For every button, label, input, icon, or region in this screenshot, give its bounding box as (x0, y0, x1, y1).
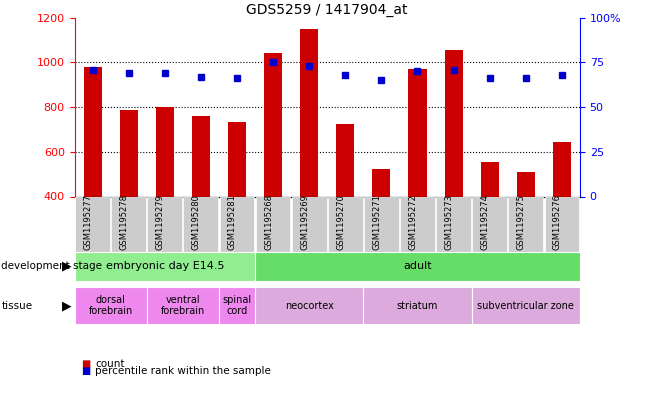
Text: GSM1195274: GSM1195274 (481, 194, 490, 250)
Bar (84, 67, 102, 196)
Text: dorsal
forebrain: dorsal forebrain (89, 295, 133, 316)
Text: ■: ■ (81, 358, 90, 369)
Text: GSM1195276: GSM1195276 (553, 194, 562, 250)
Text: adult: adult (403, 261, 432, 271)
Bar (156, 107, 174, 196)
Title: GDS5259 / 1417904_at: GDS5259 / 1417904_at (246, 3, 408, 17)
Bar (408, 69, 426, 196)
Text: ▶: ▶ (62, 260, 71, 273)
Text: GSM1195278: GSM1195278 (120, 194, 129, 250)
Text: striatum: striatum (397, 301, 438, 310)
Text: GSM1195273: GSM1195273 (445, 194, 454, 250)
Text: GSM1195270: GSM1195270 (336, 194, 345, 250)
Text: embryonic day E14.5: embryonic day E14.5 (106, 261, 224, 271)
Text: neocortex: neocortex (284, 301, 334, 310)
Text: ventral
forebrain: ventral forebrain (161, 295, 205, 316)
Text: GSM1195271: GSM1195271 (373, 194, 382, 250)
Text: ■: ■ (81, 366, 90, 376)
Bar (553, 142, 571, 196)
Text: percentile rank within the sample: percentile rank within the sample (95, 366, 271, 376)
Text: GSM1195279: GSM1195279 (156, 194, 165, 250)
Text: GSM1195275: GSM1195275 (517, 194, 526, 250)
Bar (517, 172, 535, 196)
Text: GSM1195269: GSM1195269 (300, 194, 309, 250)
Bar (445, 50, 463, 196)
Text: GSM1195281: GSM1195281 (228, 194, 237, 250)
Text: GSM1195277: GSM1195277 (84, 194, 93, 250)
Text: subventricular zone: subventricular zone (478, 301, 574, 310)
Text: development stage: development stage (1, 261, 102, 271)
Text: GSM1195280: GSM1195280 (192, 194, 201, 250)
Bar (120, 110, 138, 196)
Bar (481, 162, 499, 196)
Bar (336, 124, 354, 196)
Text: GSM1195272: GSM1195272 (408, 194, 417, 250)
Bar (264, 53, 282, 196)
Text: tissue: tissue (1, 301, 32, 310)
Bar (300, 29, 318, 196)
Bar (192, 116, 210, 196)
Text: GSM1195268: GSM1195268 (264, 194, 273, 250)
Text: spinal
cord: spinal cord (222, 295, 251, 316)
Bar (373, 169, 390, 196)
Text: count: count (95, 358, 125, 369)
Text: ▶: ▶ (62, 299, 71, 312)
Bar (228, 121, 246, 196)
